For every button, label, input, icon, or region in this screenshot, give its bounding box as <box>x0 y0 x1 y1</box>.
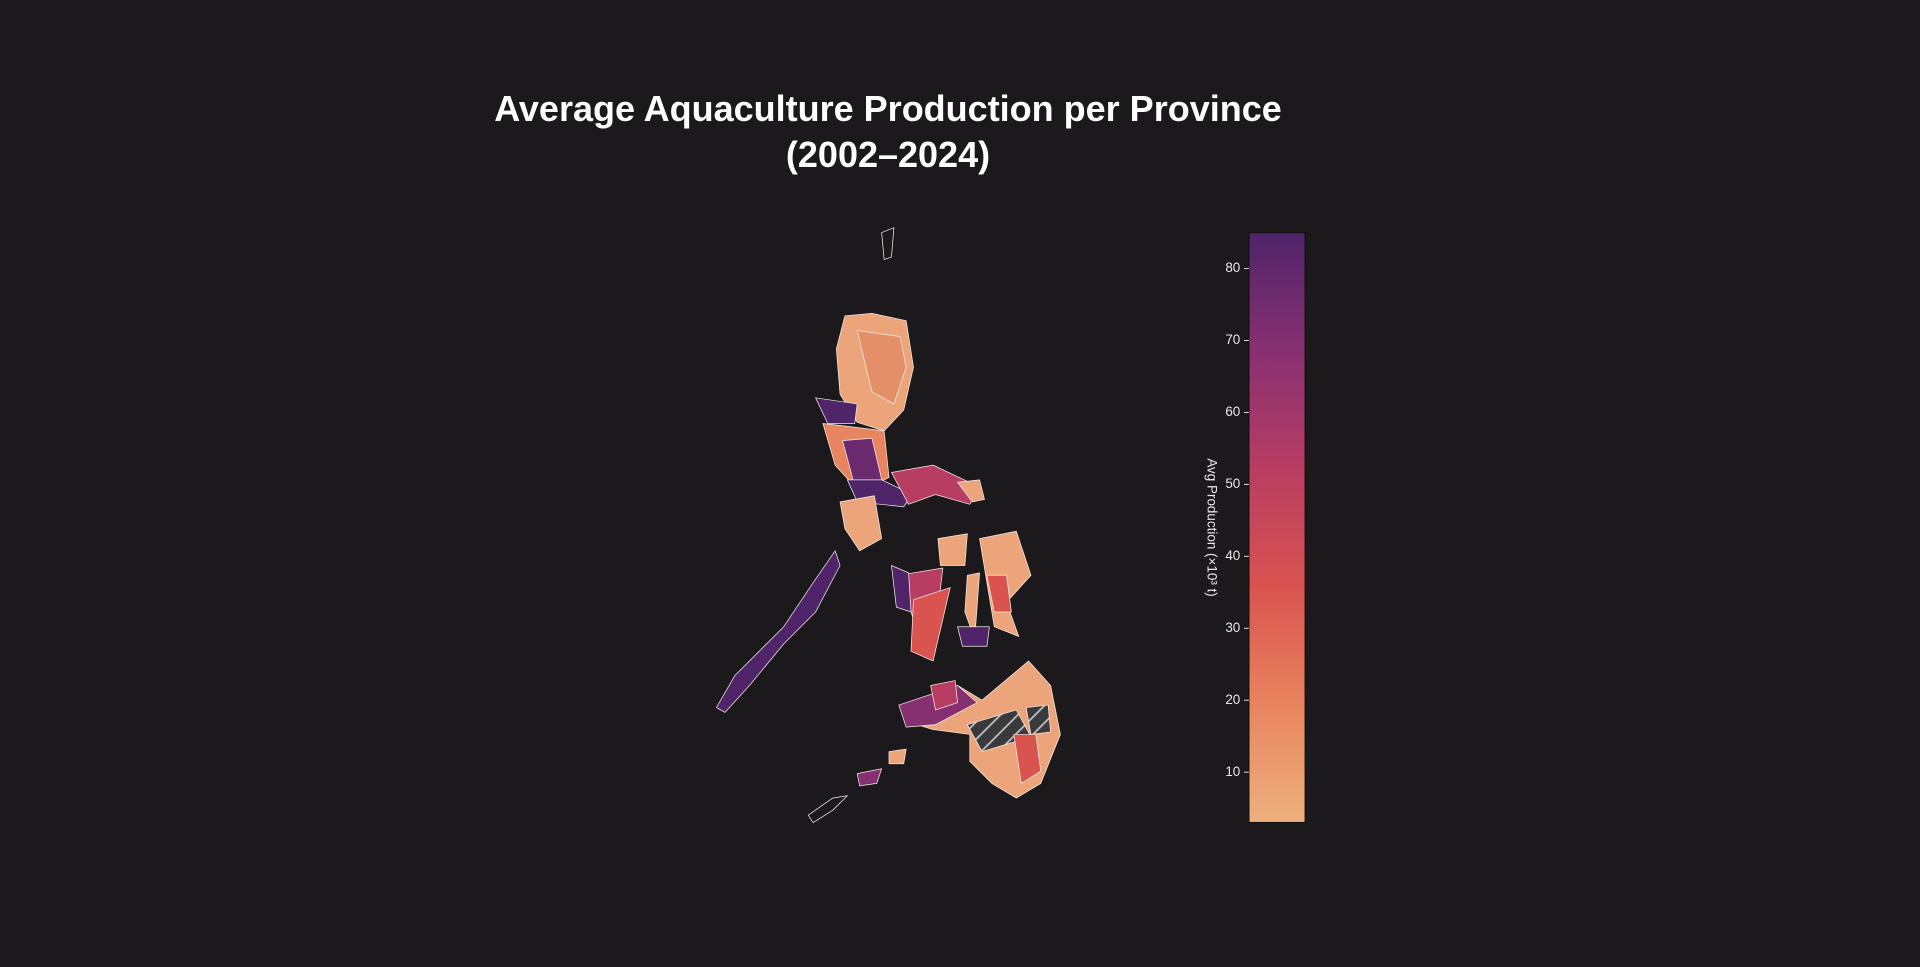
colorbar-label: Avg Production (×10³ t) <box>1204 458 1219 596</box>
chart-title: Average Aquaculture Production per Provi… <box>494 88 1282 175</box>
tick-label: 70 <box>1225 332 1240 347</box>
tick-label: 80 <box>1225 260 1240 275</box>
tick-label: 40 <box>1225 548 1240 563</box>
tick-label: 30 <box>1225 620 1240 635</box>
tick-label: 10 <box>1225 764 1240 779</box>
tick-label: 20 <box>1225 692 1240 707</box>
colorbar <box>1248 231 1306 824</box>
map <box>716 227 1061 823</box>
tick-label: 50 <box>1225 476 1240 491</box>
tick-label: 60 <box>1225 404 1240 419</box>
